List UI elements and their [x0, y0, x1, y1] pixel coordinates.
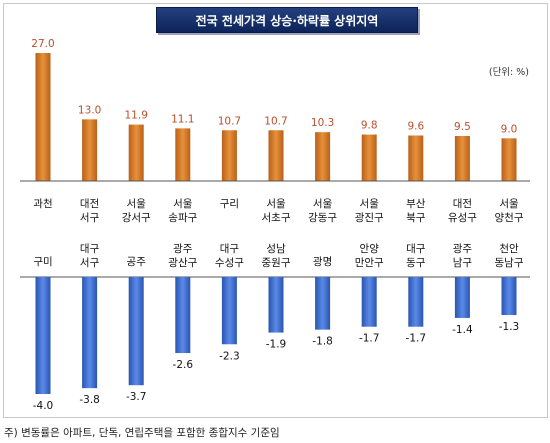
fall-value-label: -2.3 — [219, 350, 240, 362]
rise-bar — [408, 135, 424, 181]
rise-value-label: 13.0 — [78, 104, 101, 116]
rise-category-label: 서울 — [173, 198, 193, 210]
fall-bar — [268, 277, 284, 333]
fall-category-label: 수성구 — [215, 257, 244, 269]
fall-category-label: 서구 — [80, 257, 100, 269]
rise-value-label: 9.8 — [361, 120, 378, 132]
fall-bar — [82, 277, 98, 389]
rise-bar — [315, 132, 331, 181]
fall-bar — [454, 277, 470, 318]
unit-label: (단위: %) — [488, 67, 529, 78]
rise-bar — [361, 134, 377, 181]
fall-category-label: 천안 — [499, 243, 519, 255]
rise-bar — [268, 130, 284, 181]
rise-category-label: 서울 — [266, 198, 286, 210]
rise-bar — [454, 135, 470, 181]
fall-bar — [221, 277, 237, 345]
rise-category-label: 송파구 — [168, 212, 197, 224]
rise-category-label: 서초구 — [262, 212, 291, 224]
rise-category-label: 서울 — [360, 198, 380, 210]
rise-category-label: 서울 — [313, 198, 333, 210]
rise-value-label: 9.0 — [501, 123, 518, 135]
rise-category-label: 광진구 — [355, 212, 384, 224]
fall-category-label: 동구 — [406, 257, 426, 269]
fall-category-label: 광주 — [453, 243, 473, 255]
fall-category-label: 중원구 — [262, 257, 291, 269]
rise-bar — [35, 53, 51, 181]
rise-bar — [221, 130, 237, 181]
rise-value-label: 11.1 — [171, 113, 194, 125]
fall-category-label: 대구 — [406, 243, 426, 255]
rise-category-label: 서울 — [127, 198, 147, 210]
fall-bar — [408, 277, 424, 327]
fall-category-label: 대구 — [80, 243, 100, 255]
fall-value-label: -1.9 — [266, 339, 287, 351]
rise-category-label: 유성구 — [448, 212, 477, 224]
rise-category-label: 대전 — [453, 198, 472, 210]
rise-category-label: 강서구 — [122, 212, 151, 224]
rise-value-label: 27.0 — [31, 38, 54, 50]
fall-value-label: -1.4 — [452, 324, 473, 336]
rise-category-label: 서구 — [80, 212, 100, 224]
chart-title: 전국 전세가격 상승·하락률 상위지역 — [195, 14, 379, 28]
fall-bar — [315, 277, 331, 330]
fall-bar — [35, 277, 51, 394]
rise-bar — [128, 124, 144, 181]
rise-category-label: 양천구 — [495, 212, 524, 224]
rise-value-label: 11.9 — [125, 110, 148, 122]
fall-bar — [361, 277, 377, 327]
fall-category-label: 동남구 — [495, 257, 524, 269]
rise-category-label: 서울 — [499, 198, 519, 210]
rise-category-label: 구리 — [220, 198, 239, 210]
fall-value-label: -3.8 — [79, 394, 100, 406]
rise-category-label: 북구 — [406, 212, 426, 224]
rise-category-label: 과천 — [33, 198, 52, 210]
fall-value-label: -4.0 — [33, 400, 54, 412]
rise-bar — [501, 138, 517, 181]
rise-value-label: 10.3 — [311, 117, 334, 129]
rise-value-label: 10.7 — [264, 115, 287, 127]
fall-value-label: -1.7 — [359, 333, 380, 345]
fall-value-label: -2.6 — [173, 359, 194, 371]
fall-bar — [128, 277, 144, 386]
rise-value-label: 9.5 — [454, 121, 471, 133]
fall-category-label: 구미 — [33, 256, 52, 268]
rise-bar — [175, 128, 191, 181]
fall-category-label: 광주 — [173, 243, 193, 255]
fall-category-label: 공주 — [127, 256, 147, 268]
fall-category-label: 광명 — [313, 256, 332, 268]
rise-category-label: 대전 — [80, 198, 99, 210]
fall-category-label: 대구 — [220, 243, 240, 255]
fall-category-label: 안양 — [360, 243, 380, 255]
footnote: 주) 변동률은 아파트, 단독, 연립주택을 포함한 종합지수 기준임 — [4, 427, 280, 439]
fall-bar — [501, 277, 517, 316]
fall-bar — [175, 277, 191, 354]
rise-bar — [82, 119, 98, 181]
fall-category-label: 남구 — [453, 257, 473, 269]
rise-category-label: 강동구 — [308, 212, 337, 224]
fall-category-label: 광산구 — [168, 257, 197, 269]
rise-value-label: 9.6 — [407, 120, 424, 132]
fall-value-label: -1.8 — [312, 336, 333, 348]
fall-value-label: -3.7 — [126, 391, 147, 403]
fall-value-label: -1.3 — [499, 321, 520, 333]
rise-value-label: 10.7 — [218, 115, 241, 127]
title-banner: 전국 전세가격 상승·하락률 상위지역 — [156, 7, 418, 33]
rise-category-label: 부산 — [406, 198, 426, 210]
fall-value-label: -1.7 — [406, 333, 427, 345]
fall-category-label: 성남 — [266, 243, 286, 255]
fall-category-label: 만안구 — [355, 257, 384, 269]
